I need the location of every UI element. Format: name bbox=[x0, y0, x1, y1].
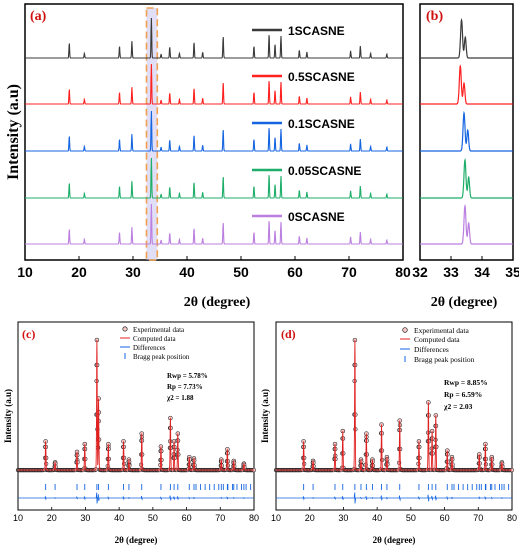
panel-c-y-axis-label: Intensity (a.u) bbox=[3, 389, 13, 443]
xrd-trace-0 bbox=[25, 17, 403, 59]
stat-rwp: Rwp = 5.78% bbox=[167, 372, 208, 380]
legend-label-1: 0.5SCASNE bbox=[288, 70, 355, 84]
zoom-trace-0 bbox=[420, 17, 513, 59]
stat-rp: Rp = 7.73% bbox=[167, 383, 203, 391]
x-tick-label-2: 34 bbox=[474, 264, 490, 280]
x-tick-label-2: 30 bbox=[80, 513, 90, 523]
x-tick-label-5: 60 bbox=[182, 513, 192, 523]
panel-b-x-axis-label: 2θ (degree) bbox=[431, 295, 498, 310]
panel-d-label: (d) bbox=[281, 327, 296, 341]
legend-exp-label: Experimental data bbox=[414, 326, 469, 335]
x-tick-label-1: 20 bbox=[71, 264, 87, 280]
xrd-trace-1 bbox=[25, 63, 403, 105]
legend-label-3: 0.05SCASNE bbox=[288, 164, 361, 178]
x-tick-label-0: 10 bbox=[17, 264, 33, 280]
stat-rp: Rp = 6.59% bbox=[444, 390, 482, 399]
x-tick-label-5: 60 bbox=[440, 513, 450, 523]
x-tick-label-3: 35 bbox=[505, 264, 519, 280]
computed-line bbox=[18, 339, 254, 471]
xrd-trace-2 bbox=[25, 110, 403, 152]
panel-d-x-axis-label: 2θ (degree) bbox=[373, 535, 416, 545]
panel-b-traces bbox=[420, 17, 513, 245]
panel-d: 10 20 30 40 50 60 70 80 (d) Intensity (a.u) 2θ … bbox=[260, 321, 517, 545]
panel-b-frame bbox=[419, 3, 514, 261]
panel-c-label: (c) bbox=[22, 327, 35, 341]
legend-diff-label: Differences bbox=[414, 345, 449, 354]
zoom-trace-4 bbox=[420, 203, 513, 245]
panel-d-frame bbox=[275, 321, 513, 511]
panel-a-x-axis-label: 2θ (degree) bbox=[184, 295, 251, 310]
legend-exp-label: Experimental data bbox=[133, 326, 185, 334]
x-tick-label-4: 50 bbox=[233, 264, 249, 280]
stat-chi2: χ2 = 2.03 bbox=[443, 402, 473, 411]
panel-d-y-axis-label: Intensity (a.u) bbox=[260, 389, 270, 443]
zoom-trace-3 bbox=[420, 157, 513, 199]
x-tick-label-2: 30 bbox=[338, 513, 348, 523]
x-tick-label-0: 10 bbox=[271, 513, 281, 523]
x-tick-label-7: 80 bbox=[507, 513, 517, 523]
panel-c-frame bbox=[17, 321, 255, 511]
x-tick-label-3: 40 bbox=[179, 264, 195, 280]
panel-a-legend: 1SCASNE 0.5SCASNE 0.1SCASNE 0.05SCASNE 0SCAS… bbox=[252, 24, 361, 224]
x-tick-label-7: 80 bbox=[395, 264, 411, 280]
panel-a-frame bbox=[24, 3, 404, 261]
x-tick-label-0: 32 bbox=[412, 264, 428, 280]
panel-a-x-ticks: 10 20 30 40 50 60 70 80 bbox=[17, 256, 411, 280]
legend-calc-label: Computed data bbox=[414, 335, 460, 344]
panel-c-x-axis-label: 2θ (degree) bbox=[115, 535, 158, 545]
computed-line bbox=[276, 340, 512, 471]
panel-d-legend: Experimental data Computed data Differen… bbox=[400, 326, 488, 411]
difference-line bbox=[18, 492, 254, 504]
x-tick-label-4: 50 bbox=[148, 513, 158, 523]
xrd-trace-4 bbox=[25, 203, 403, 245]
legend-exp-marker bbox=[402, 327, 408, 333]
x-tick-label-1: 20 bbox=[305, 513, 315, 523]
panel-a: 1SCASNE 0.5SCASNE 0.1SCASNE 0.05SCASNE 0SCAS… bbox=[5, 3, 411, 310]
x-tick-label-7: 80 bbox=[249, 513, 259, 523]
panel-c-plot bbox=[15, 337, 257, 504]
x-tick-label-6: 70 bbox=[473, 513, 483, 523]
x-tick-label-6: 70 bbox=[341, 264, 357, 280]
legend-label-0: 1SCASNE bbox=[288, 24, 345, 38]
legend-label-4: 0SCASNE bbox=[288, 210, 345, 224]
highlight-dash-box bbox=[145, 7, 159, 261]
panel-d-plot bbox=[273, 337, 515, 504]
legend-bragg-label: Bragg peak position bbox=[414, 355, 475, 364]
zoom-trace-1 bbox=[420, 64, 513, 105]
x-tick-label-0: 10 bbox=[13, 513, 23, 523]
x-tick-label-3: 40 bbox=[372, 513, 382, 523]
panel-a-traces bbox=[25, 17, 403, 245]
panel-b-x-ticks: 32 33 34 35 bbox=[412, 256, 519, 280]
panel-b: 32 33 34 35 (b) 2θ (degree) bbox=[412, 3, 519, 310]
zoom-trace-2 bbox=[420, 110, 513, 152]
legend-exp-marker bbox=[122, 326, 128, 332]
panel-c-legend: Experimental data Computed data Differen… bbox=[120, 326, 208, 402]
legend-label-2: 0.1SCASNE bbox=[288, 117, 355, 131]
panel-a-y-axis-label: Intensity (a.u) bbox=[5, 84, 22, 180]
x-tick-label-2: 30 bbox=[125, 264, 141, 280]
legend-diff-label: Differences bbox=[133, 344, 166, 352]
xrd-trace-3 bbox=[25, 157, 403, 199]
legend-bragg-label: Bragg peak position bbox=[133, 353, 190, 361]
x-tick-label-4: 50 bbox=[406, 513, 416, 523]
x-tick-label-3: 40 bbox=[114, 513, 124, 523]
stat-chi2: χ2 = 1.88 bbox=[166, 394, 194, 402]
x-tick-label-5: 60 bbox=[287, 264, 303, 280]
difference-line bbox=[276, 492, 512, 504]
panel-c-x-ticks: 10 20 30 40 50 60 70 80 bbox=[13, 507, 259, 523]
stat-rwp: Rwp = 8.85% bbox=[444, 378, 488, 387]
x-tick-label-1: 20 bbox=[47, 513, 57, 523]
legend-calc-label: Computed data bbox=[133, 335, 176, 343]
panel-c: 10 20 30 40 50 60 70 80 (c) Intensity (a.u) 2θ … bbox=[3, 321, 259, 545]
panel-a-label: (a) bbox=[30, 9, 47, 24]
x-tick-label-6: 70 bbox=[215, 513, 225, 523]
x-tick-label-1: 33 bbox=[443, 264, 459, 280]
panel-d-x-ticks: 10 20 30 40 50 60 70 80 bbox=[271, 507, 517, 523]
panel-b-label: (b) bbox=[426, 9, 443, 24]
